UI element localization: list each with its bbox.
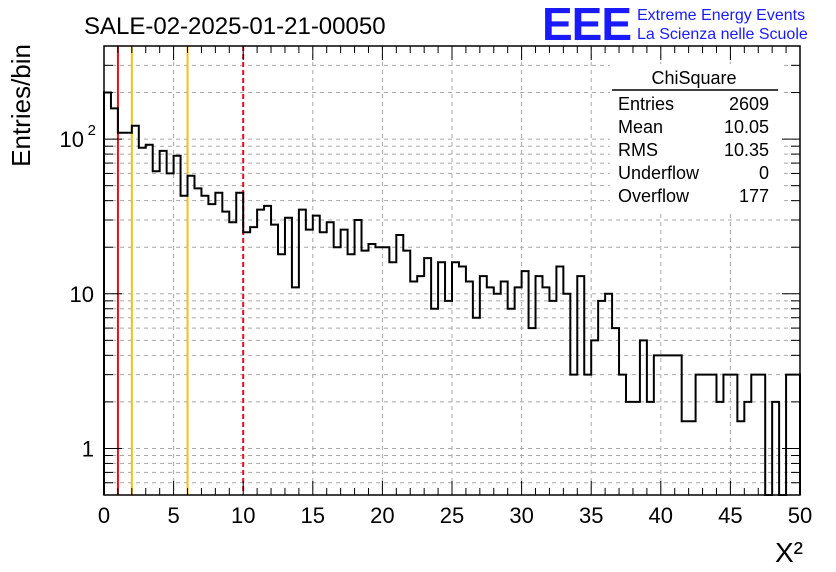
- x-tick-label: 10: [231, 503, 255, 528]
- y-tick-exponent: 2: [88, 122, 96, 139]
- y-tick-label: 10: [60, 127, 84, 152]
- stats-label: Underflow: [618, 163, 700, 183]
- stats-box-background: [610, 64, 780, 212]
- brand-line-2: La Scienza nelle Scuole: [637, 26, 808, 43]
- stats-label: Entries: [618, 94, 674, 114]
- stats-label: Overflow: [618, 186, 690, 206]
- histogram-outline: [103, 91, 801, 496]
- x-tick-label: 50: [788, 503, 812, 528]
- y-tick-label: 10: [70, 282, 94, 307]
- stats-title: ChiSquare: [651, 68, 736, 88]
- chart-title: SALE-02-2025-01-21-00050: [84, 13, 386, 40]
- stats-label: RMS: [618, 140, 658, 160]
- x-tick-label: 35: [579, 503, 603, 528]
- stats-value: 10.05: [724, 117, 769, 137]
- stats-box: ChiSquare Entries 2609 Mean 10.05 RMS 10.35 Un…: [610, 64, 780, 212]
- stats-value: 0: [759, 163, 769, 183]
- eee-logo: EEE: [542, 0, 631, 50]
- x-tick-label: 25: [440, 503, 464, 528]
- stats-value: 10.35: [724, 140, 769, 160]
- eee-branding: EEE Extreme Energy Events La Scienza nel…: [542, 0, 808, 50]
- y-axis-label: Entries/bin: [6, 44, 36, 167]
- x-tick-label: 30: [509, 503, 533, 528]
- x-tick-label: 45: [718, 503, 742, 528]
- x-tick-label: 40: [649, 503, 673, 528]
- x-tick-label: 15: [301, 503, 325, 528]
- brand-line-1: Extreme Energy Events: [637, 7, 805, 24]
- x-ticks: 0 5 10 15 20 25 30 35 40 45 50: [98, 46, 812, 528]
- cut-lines: [116, 46, 245, 495]
- stats-label: Mean: [618, 117, 663, 137]
- stats-value: 2609: [729, 94, 769, 114]
- stats-value: 177: [739, 186, 769, 206]
- x-tick-label: 0: [98, 503, 110, 528]
- x-axis-label: X²: [775, 537, 803, 568]
- x-tick-label: 20: [370, 503, 394, 528]
- stats-rows: Entries 2609 Mean 10.05 RMS 10.35 Underflow 0 Ov…: [618, 94, 769, 206]
- y-tick-label: 1: [82, 436, 94, 461]
- x-tick-label: 5: [167, 503, 179, 528]
